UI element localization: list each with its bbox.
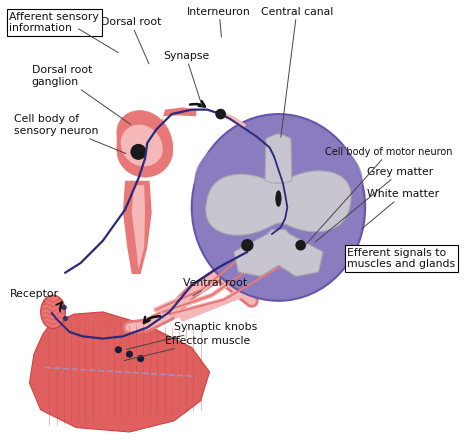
Text: Dorsal root: Dorsal root [100,17,161,64]
Polygon shape [234,230,323,277]
Text: Synaptic knobs: Synaptic knobs [127,322,257,349]
Circle shape [241,239,254,252]
Text: Afferent sensory
information: Afferent sensory information [9,12,99,33]
Polygon shape [132,185,145,270]
Circle shape [62,305,67,310]
Circle shape [130,144,146,160]
Circle shape [215,109,226,120]
Circle shape [126,351,133,358]
Polygon shape [158,107,196,139]
Text: Cell body of
sensory neuron: Cell body of sensory neuron [14,114,126,153]
Polygon shape [265,134,292,183]
Text: Central canal: Central canal [261,7,333,137]
Text: White matter: White matter [362,189,439,229]
Circle shape [63,316,68,321]
Text: Receptor: Receptor [9,289,59,302]
Polygon shape [121,125,163,166]
Polygon shape [29,312,210,432]
Text: Grey matter: Grey matter [315,167,434,242]
Text: Dorsal root
ganglion: Dorsal root ganglion [32,66,130,124]
Text: Synapse: Synapse [163,51,209,107]
Text: Effector muscle: Effector muscle [124,336,250,360]
Polygon shape [123,181,152,274]
Polygon shape [206,171,351,235]
Text: Efferent signals to
muscles and glands: Efferent signals to muscles and glands [347,248,456,269]
Ellipse shape [41,295,65,329]
Text: Interneuron: Interneuron [187,7,251,37]
Text: Ventral root: Ventral root [183,278,247,296]
Circle shape [115,346,122,353]
Ellipse shape [192,114,365,301]
Ellipse shape [276,191,281,206]
Circle shape [217,111,224,118]
Circle shape [295,240,306,251]
Circle shape [137,355,144,362]
Ellipse shape [194,129,363,232]
Polygon shape [117,111,173,177]
Text: Cell body of motor neuron: Cell body of motor neuron [306,147,453,244]
